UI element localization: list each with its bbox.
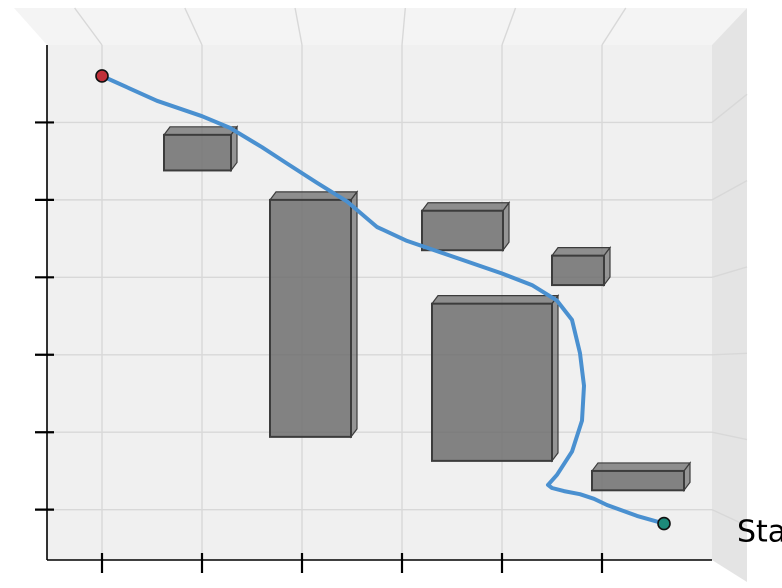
grid-line-top-3 xyxy=(401,7,406,46)
obstacle-front-face xyxy=(421,209,504,252)
top-pane xyxy=(14,8,747,45)
obstacle-box-1 xyxy=(268,190,359,439)
grid-line-side-3 xyxy=(711,266,748,279)
grid-line-top-4 xyxy=(501,7,517,46)
grid-line-top-5 xyxy=(601,7,627,46)
start-marker xyxy=(657,516,671,531)
grid-line-side-5 xyxy=(711,93,748,123)
obstacle-box-0 xyxy=(162,125,239,173)
obstacle-box-2 xyxy=(420,200,511,253)
obstacle-front-face xyxy=(269,198,352,438)
obstacle-box-3 xyxy=(430,293,560,463)
obstacle-front-face xyxy=(163,133,232,172)
obstacle-top-face xyxy=(420,202,511,212)
obstacle-front-face xyxy=(591,469,685,492)
grid-line-side-0 xyxy=(711,509,748,527)
grid-line-top-0 xyxy=(74,7,103,46)
axes xyxy=(35,45,712,573)
plot-pane xyxy=(14,8,747,582)
grid-line-side-4 xyxy=(711,180,748,201)
obstacles xyxy=(162,125,692,493)
goal-marker xyxy=(95,69,109,83)
grid-line-side-2 xyxy=(711,352,748,356)
obstacle-front-face xyxy=(431,302,553,462)
grid-line-side-1 xyxy=(711,431,748,441)
annotations: Start xyxy=(737,514,782,549)
side-pane xyxy=(712,8,747,582)
grid-line-top-1 xyxy=(184,7,203,46)
obstacle-box-5 xyxy=(590,461,692,493)
obstacle-top-face xyxy=(590,462,692,472)
obstacle-box-4 xyxy=(550,245,612,287)
grid-line-top-2 xyxy=(294,7,303,46)
obstacle-front-face xyxy=(551,254,605,287)
trajectory-line-0 xyxy=(100,74,666,526)
annotation-start-label: Start xyxy=(737,514,782,549)
series-layer xyxy=(95,69,671,531)
obstacle-top-face xyxy=(550,247,612,257)
obstacle-top-face xyxy=(430,295,560,305)
